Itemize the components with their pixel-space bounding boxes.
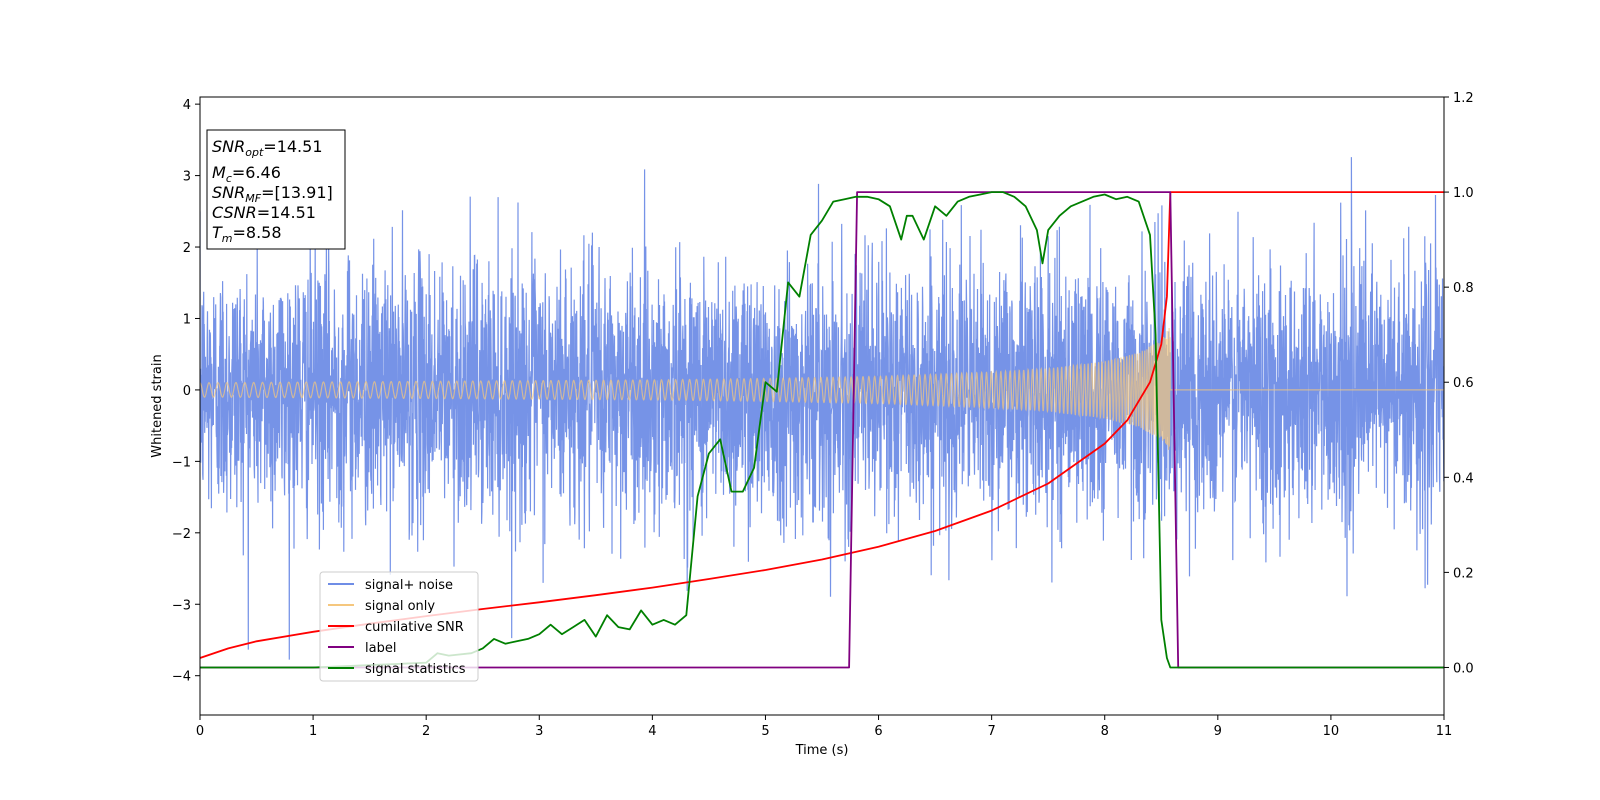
x-tick-label: 3 bbox=[535, 724, 543, 739]
axes-ticks: 0 1 2 3 4 5 6 7 8 9 10 11 −4 −3 −2 −1 0 1 2 3 4 0.0 0.2 0.4 0.6 0… bbox=[172, 91, 1474, 739]
y-left-tick-label: 1 bbox=[183, 312, 191, 327]
y-right-tick-label: 0.8 bbox=[1453, 281, 1474, 296]
x-axis-label: Time (s) bbox=[795, 743, 849, 758]
legend-frame bbox=[319, 571, 479, 682]
y-right-tick-label: 0.6 bbox=[1453, 376, 1474, 391]
x-tick-label: 6 bbox=[874, 724, 882, 739]
legend-label-signal-noise: signal+ noise bbox=[365, 578, 453, 593]
info-mc-main: M bbox=[212, 163, 226, 182]
y-right-tick-label: 0.4 bbox=[1453, 471, 1474, 486]
info-box: SNRopt=14.51 Mc=6.46 SNRMF=[13.91] CSNR=… bbox=[206, 129, 346, 250]
y-right-tick-label: 1.2 bbox=[1453, 91, 1474, 106]
y-left-tick-label: 0 bbox=[183, 384, 191, 399]
info-snr-opt-value: =14.51 bbox=[263, 137, 322, 156]
series-signal-statistics-line bbox=[200, 191, 1444, 669]
x-tick-label: 10 bbox=[1323, 724, 1340, 739]
legend-label-cumulative-snr: cumilative SNR bbox=[365, 620, 464, 635]
x-tick-label: 1 bbox=[309, 724, 317, 739]
series-signal-only-line bbox=[200, 327, 1444, 450]
info-box-frame bbox=[206, 129, 346, 250]
y-left-tick-label: 2 bbox=[183, 241, 191, 256]
x-tick-label: 9 bbox=[1214, 724, 1222, 739]
legend-label-signal-statistics: signal statistics bbox=[365, 662, 466, 677]
y-left-tick-label: −2 bbox=[172, 527, 191, 542]
info-tm: Tm=8.58 bbox=[212, 223, 282, 245]
info-snr-opt: SNRopt=14.51 bbox=[212, 137, 323, 159]
y-axis-label-left: Whitened strain bbox=[150, 354, 165, 457]
x-tick-label: 2 bbox=[422, 724, 430, 739]
legend-label-label: label bbox=[365, 641, 396, 656]
y-right-tick-label: 1.0 bbox=[1453, 186, 1474, 201]
y-right-tick-label: 0.2 bbox=[1453, 566, 1474, 581]
plot-frame bbox=[199, 96, 1445, 716]
x-tick-label: 11 bbox=[1436, 724, 1453, 739]
info-tm-value: =8.58 bbox=[233, 223, 282, 242]
info-csnr: CSNR=14.51 bbox=[212, 203, 316, 222]
info-tm-sub: m bbox=[222, 232, 233, 245]
info-snr-mf-value: =[13.91] bbox=[261, 183, 333, 202]
y-left-tick-label: −3 bbox=[172, 598, 191, 613]
series-signal-noise-line bbox=[200, 157, 1444, 660]
info-snr-mf: SNRMF=[13.91] bbox=[212, 183, 333, 205]
legend: signal+ noise signal only cumilative SNR… bbox=[319, 571, 479, 682]
info-mc-sub: c bbox=[226, 172, 232, 185]
info-snr-opt-sub: opt bbox=[245, 146, 264, 159]
x-tick-label: 8 bbox=[1101, 724, 1109, 739]
y-right-tick-label: 0.0 bbox=[1453, 661, 1474, 676]
legend-label-signal-only: signal only bbox=[365, 599, 435, 614]
info-mc: Mc=6.46 bbox=[212, 163, 281, 185]
info-snr-opt-main: SNR bbox=[212, 137, 245, 156]
x-tick-label: 7 bbox=[987, 724, 995, 739]
info-csnr-value: =14.51 bbox=[257, 203, 316, 222]
info-csnr-main: CSNR bbox=[212, 203, 257, 222]
x-tick-label: 0 bbox=[196, 724, 204, 739]
info-snr-mf-main: SNR bbox=[212, 183, 245, 202]
info-snr-mf-sub: MF bbox=[245, 192, 261, 205]
y-left-tick-label: 3 bbox=[183, 170, 191, 185]
info-tm-main: T bbox=[212, 223, 223, 242]
y-left-tick-label: −1 bbox=[172, 455, 191, 470]
y-left-tick-label: −4 bbox=[172, 670, 191, 685]
x-tick-label: 5 bbox=[761, 724, 769, 739]
y-left-tick-label: 4 bbox=[183, 98, 191, 113]
info-mc-value: =6.46 bbox=[232, 163, 281, 182]
x-tick-label: 4 bbox=[648, 724, 656, 739]
